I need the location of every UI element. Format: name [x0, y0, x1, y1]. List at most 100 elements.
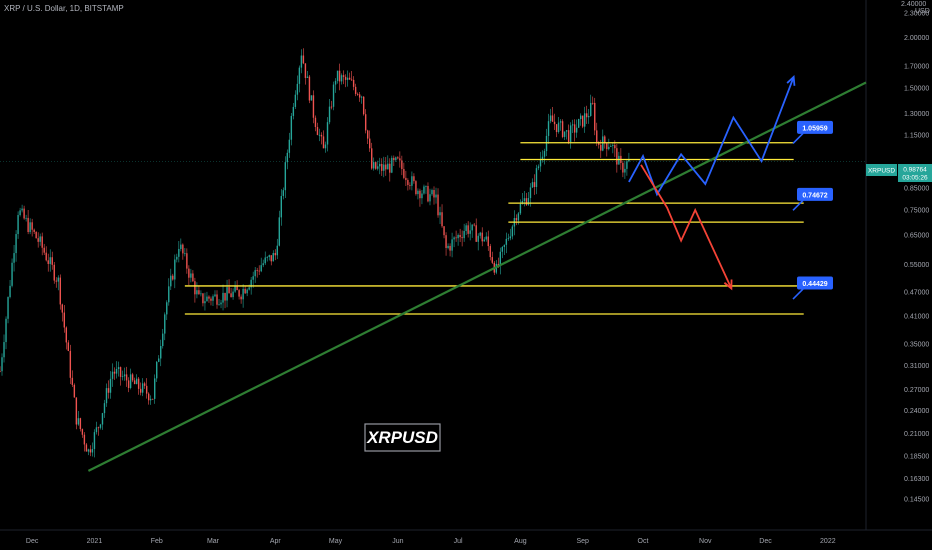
candle-body: [182, 244, 184, 254]
candle-body: [216, 294, 218, 305]
candle-body: [95, 427, 98, 433]
candle-body: [471, 224, 473, 231]
candle-body: [13, 253, 15, 263]
candle-body: [445, 235, 447, 248]
price-callout-box[interactable]: [797, 187, 833, 201]
candle-body: [298, 67, 301, 84]
candle-body: [248, 287, 250, 290]
candle-body: [362, 96, 365, 115]
candle-body: [581, 115, 584, 127]
candle-body: [119, 367, 122, 377]
candle-body: [375, 162, 377, 169]
candle-body: [473, 224, 475, 226]
candle-body: [399, 158, 401, 161]
price-callout-box[interactable]: [797, 276, 833, 290]
candle-body: [387, 163, 389, 170]
candle-body: [405, 177, 407, 181]
candle-body: [590, 102, 592, 116]
candle-body: [579, 115, 582, 120]
candle-body: [162, 333, 164, 347]
candle-body: [160, 346, 162, 359]
bullish-projection-path[interactable]: [628, 76, 795, 197]
candle-body: [561, 121, 564, 137]
candle-body: [230, 293, 232, 298]
candle-body: [111, 371, 114, 379]
candle-body: [461, 237, 463, 239]
price-axis-label: 0.85000: [904, 186, 929, 193]
candle-body: [583, 113, 586, 127]
price-axis-label: 0.16300: [904, 476, 929, 483]
candle-body: [178, 248, 180, 257]
candle-body: [413, 176, 415, 182]
candle-body: [348, 77, 351, 80]
candle-body: [596, 130, 598, 142]
candle-body: [592, 102, 594, 104]
price-axis-label: 0.21000: [904, 431, 929, 438]
candle-body: [324, 144, 327, 149]
candle-body: [156, 361, 158, 379]
candle-body: [622, 162, 624, 173]
candle-body: [15, 234, 17, 254]
ticker-symbol-tag[interactable]: [866, 164, 897, 176]
candle-body: [29, 222, 31, 233]
candle-body: [166, 302, 168, 315]
candle-body: [555, 124, 558, 133]
bearish-projection-path-arrowhead: [723, 279, 733, 291]
price-axis-label: 0.18500: [904, 454, 929, 461]
price-axis-label: 1.30000: [904, 111, 929, 118]
candle-body: [117, 367, 120, 370]
candle-body: [145, 385, 148, 394]
candle-body: [79, 418, 82, 430]
price-axis-label: 0.35000: [904, 341, 929, 348]
candle-body: [600, 144, 602, 151]
candle-body: [505, 238, 508, 245]
candle-body: [154, 378, 156, 399]
candle-body: [172, 275, 174, 280]
candle-body: [292, 106, 295, 116]
price-axis-top-label: 2.40000: [901, 1, 926, 8]
candles: [0, 48, 630, 458]
candle-body: [282, 190, 285, 196]
candle-body: [529, 187, 532, 198]
time-axis-label: Apr: [270, 538, 282, 545]
candle-body: [129, 374, 132, 388]
price-callout-box[interactable]: [797, 120, 833, 134]
candle-body: [294, 94, 297, 107]
candle-body: [246, 289, 248, 294]
time-axis-label: 2022: [820, 538, 836, 545]
candle-body: [356, 93, 359, 95]
candle-body: [143, 383, 146, 386]
candle-body: [35, 231, 37, 239]
candle-body: [358, 94, 361, 98]
price-callout-pointer: [792, 132, 804, 145]
time-axis-label: Dec: [26, 538, 39, 545]
candle-body: [503, 244, 506, 247]
candle-body: [429, 194, 431, 202]
candle-body: [312, 95, 315, 118]
trendline[interactable]: [87, 81, 867, 472]
candle-body: [332, 84, 335, 107]
candle-body: [421, 193, 423, 199]
candle-body: [107, 388, 110, 393]
candle-body: [200, 293, 202, 295]
candle-body: [168, 286, 170, 303]
ticker-price-tag[interactable]: [898, 164, 932, 182]
candle-body: [435, 194, 437, 198]
candle-body: [288, 139, 291, 153]
bearish-projection-path[interactable]: [640, 164, 733, 289]
candle-body: [423, 186, 425, 194]
candle-body: [234, 286, 236, 292]
candle-body: [531, 182, 534, 188]
time-axis-label: Feb: [151, 538, 163, 545]
candle-body: [141, 383, 144, 393]
candle-body: [198, 290, 200, 295]
candle-body: [208, 296, 210, 299]
candle-body: [272, 253, 274, 262]
time-axis-label: 2021: [87, 538, 103, 545]
candle-body: [69, 350, 72, 378]
candle-body: [463, 230, 465, 239]
candle-body: [115, 369, 118, 374]
candle-body: [240, 296, 242, 300]
